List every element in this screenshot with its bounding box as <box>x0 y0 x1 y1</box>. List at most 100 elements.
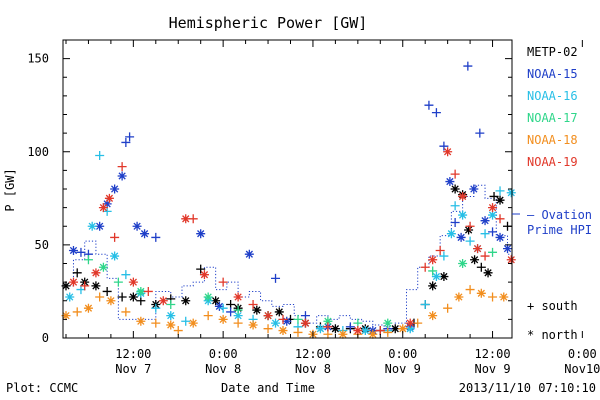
north-point <box>469 184 479 194</box>
north-point <box>458 259 468 268</box>
north-point <box>405 318 415 328</box>
y-tick-label: 0 <box>42 331 49 345</box>
north-point <box>503 244 513 254</box>
north-point <box>445 177 455 187</box>
south-point <box>203 311 213 321</box>
plot-frame <box>62 39 513 339</box>
north-point <box>458 191 468 201</box>
south-point <box>125 132 135 142</box>
legend-symbol-south: + south <box>527 299 578 313</box>
north-point <box>110 184 120 194</box>
south-point <box>420 299 430 309</box>
north-point <box>330 324 340 334</box>
north-point <box>506 255 516 265</box>
south-point <box>121 137 131 147</box>
south-point <box>196 264 206 274</box>
south-point <box>435 245 445 255</box>
legend-entry: NOAA-17 <box>527 111 578 125</box>
south-point <box>151 303 161 313</box>
north-point <box>390 324 400 334</box>
x-tick-time-label: 12:00 <box>474 347 510 361</box>
south-point <box>271 273 281 283</box>
legend-entry: NOAA-16 <box>527 89 578 103</box>
south-point <box>431 108 441 118</box>
south-point <box>218 277 228 287</box>
south-point <box>345 322 355 332</box>
north-point <box>128 277 138 287</box>
north-point <box>488 210 498 220</box>
south-point <box>181 316 191 326</box>
north-point <box>495 195 505 205</box>
chart-title: Hemispheric Power [GW] <box>169 14 368 32</box>
north-point <box>136 286 146 296</box>
north-point <box>233 311 243 321</box>
south-point <box>463 61 473 71</box>
south-point <box>488 227 498 237</box>
x-tick-date-label: Nov 9 <box>474 362 510 376</box>
south-point <box>76 285 86 295</box>
south-point <box>495 186 505 196</box>
south-point <box>323 322 333 332</box>
south-point <box>383 327 393 337</box>
x-tick-time-label: 12:00 <box>115 347 151 361</box>
north-point <box>65 292 75 302</box>
legend-entry: NOAA-15 <box>527 67 578 81</box>
north-point <box>315 324 325 334</box>
north-point <box>470 255 480 265</box>
south-point <box>375 326 385 336</box>
plot-credit: Plot: CCMC <box>6 381 78 395</box>
x-axis-label: Date and Time <box>221 381 315 395</box>
south-point <box>263 324 273 334</box>
north-point <box>353 326 363 336</box>
north-point <box>278 326 288 336</box>
north-point <box>338 329 348 339</box>
x-tick-date-label: Nov 8 <box>295 362 331 376</box>
north-point <box>117 171 127 181</box>
north-point <box>214 301 224 311</box>
south-point <box>293 327 303 337</box>
north-point <box>110 251 120 261</box>
north-point <box>443 147 453 157</box>
north-point <box>87 221 97 231</box>
north-point <box>282 316 292 326</box>
north-point <box>102 199 112 209</box>
south-point <box>102 286 112 296</box>
south-point <box>465 221 475 231</box>
north-point <box>248 320 258 330</box>
south-point <box>151 318 161 328</box>
south-point <box>248 299 258 309</box>
south-point <box>121 307 131 317</box>
north-point <box>181 214 191 224</box>
north-point <box>454 292 464 302</box>
legend-symbol-north: * north <box>527 328 578 342</box>
north-point <box>252 305 262 315</box>
south-point <box>166 299 176 309</box>
north-point <box>323 316 333 326</box>
north-point <box>196 229 206 239</box>
north-point <box>446 229 456 239</box>
north-point <box>439 272 449 282</box>
south-point <box>439 141 449 151</box>
y-tick-label: 150 <box>27 52 49 66</box>
y-axis-label: P [GW] <box>3 168 17 211</box>
south-point <box>83 255 93 265</box>
north-point <box>456 232 466 242</box>
north-point <box>300 318 310 328</box>
north-point <box>199 270 209 280</box>
y-tick-label: 100 <box>27 145 49 159</box>
north-point <box>476 288 486 298</box>
south-point <box>495 214 505 224</box>
south-point <box>121 270 131 280</box>
north-point <box>83 303 93 313</box>
x-tick-date-label: Nov 9 <box>385 362 421 376</box>
south-point <box>480 251 490 261</box>
south-point <box>450 201 460 211</box>
north-point <box>188 318 198 328</box>
south-point <box>226 307 236 317</box>
south-point <box>95 150 105 160</box>
north-point <box>136 316 146 326</box>
legend-entry: METP-02 <box>527 45 578 59</box>
x-tick-time-label: 0:00 <box>388 347 417 361</box>
south-point <box>233 305 243 315</box>
south-point <box>439 251 449 261</box>
